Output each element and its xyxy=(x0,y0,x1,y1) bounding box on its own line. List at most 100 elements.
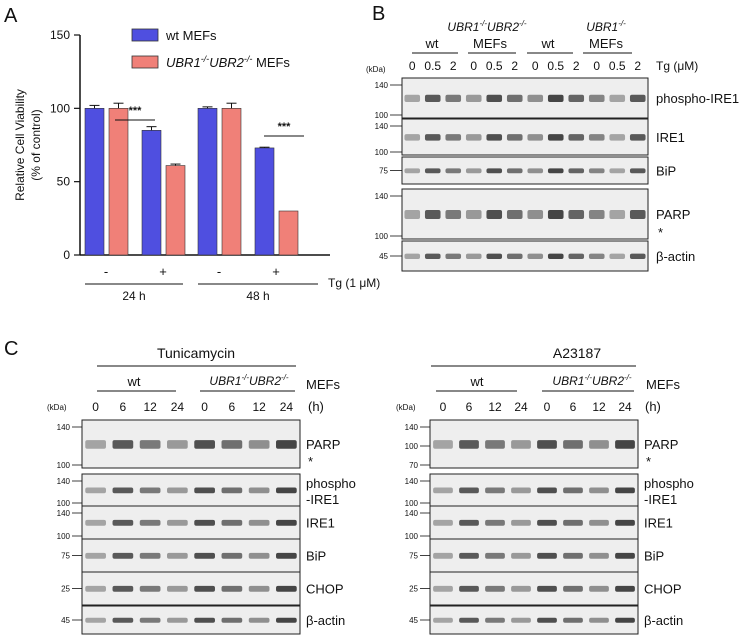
c1-group-ko: UBR1-/-UBR2-/- xyxy=(209,373,288,388)
b-dose-label-lane: 2 xyxy=(511,59,518,73)
c2-hour-unit: (h) xyxy=(645,399,661,414)
bar xyxy=(84,108,105,256)
b-3-band xyxy=(568,210,585,219)
c1-2-band xyxy=(221,519,243,526)
legend-swatch-ubr xyxy=(131,55,159,69)
c2-4-band xyxy=(485,585,505,592)
c1-4-band xyxy=(85,585,106,592)
b-1-band xyxy=(506,134,523,141)
b-1-band xyxy=(629,134,646,141)
y-tick-label: 50 xyxy=(57,175,71,189)
c1-1-band xyxy=(167,487,188,494)
c2-0-blot: 140 100 70 PARP * xyxy=(405,419,678,470)
c1-3-band xyxy=(248,552,270,559)
c2-0-band xyxy=(485,440,505,449)
c1-3-band xyxy=(276,552,297,559)
panel-a: A Relative Cell Viability (% of control)… xyxy=(4,5,380,303)
b-2-mw-marker: 75 xyxy=(379,167,388,176)
c2-5-band xyxy=(563,617,583,623)
c2-2-band xyxy=(563,519,583,526)
c1-1-blot: 140 100 phospho-IRE1 xyxy=(57,473,356,508)
c2-4-protein-label: CHOP xyxy=(644,582,682,597)
b-2-band xyxy=(424,168,441,174)
c2-0-mw-marker: 100 xyxy=(405,442,419,451)
b-0-band xyxy=(404,94,421,102)
b-group-wt-2: wt xyxy=(541,36,555,51)
b-4-blot: 45 β-actin xyxy=(379,240,695,272)
c2-5-band xyxy=(615,617,635,623)
c2-0-band xyxy=(563,440,583,449)
c1-hour-unit: (h) xyxy=(308,399,324,414)
y-tick-label: 150 xyxy=(50,28,70,42)
b-1-band xyxy=(527,134,544,141)
c1-5-band xyxy=(85,617,106,623)
b-3-band xyxy=(424,210,441,219)
bar xyxy=(197,108,218,256)
c2-2-mw-marker: 100 xyxy=(405,532,419,541)
c2-2-band xyxy=(485,519,505,526)
c1-5-band xyxy=(167,617,188,623)
b-3-band xyxy=(486,210,503,219)
b-0-protein-label: phospho-IRE1 xyxy=(656,91,739,106)
c1-0-mw-marker: 100 xyxy=(57,461,71,470)
panel-c-letter: C xyxy=(4,338,18,360)
c2-4-blot: 25 CHOP xyxy=(409,571,682,606)
panel-b-letter: B xyxy=(372,3,385,25)
b-1-protein-label: IRE1 xyxy=(656,130,685,145)
c2-0-band xyxy=(615,440,635,449)
c1-time-label: 0 xyxy=(201,400,208,414)
c1-5-mw-marker: 45 xyxy=(61,616,70,625)
c1-5-band xyxy=(276,617,297,623)
c2-2-mw-marker: 140 xyxy=(405,509,419,518)
c1-2-band xyxy=(248,519,270,526)
bar xyxy=(278,210,299,256)
b-2-band xyxy=(506,168,523,174)
c2-4-band xyxy=(537,585,557,592)
b-0-mw-marker: 140 xyxy=(375,81,389,90)
c2-5-band xyxy=(537,617,557,623)
y-tick-label: 100 xyxy=(50,101,70,115)
c2-time-label: 12 xyxy=(488,400,502,414)
b-3-mw-marker: 140 xyxy=(375,192,389,201)
b-4-protein-label: β-actin xyxy=(656,249,695,264)
b-0-band xyxy=(547,94,564,102)
b-3-band xyxy=(547,210,564,219)
c2-2-band xyxy=(615,519,635,526)
significance-24h: *** xyxy=(129,105,143,117)
panel-b: B wt UBR1-/-UBR2-/- MEFs wt UBR1-/- MEFs… xyxy=(366,3,739,272)
b-dose-label-lane: 0.5 xyxy=(609,59,626,73)
b-0-membrane xyxy=(401,77,649,119)
c2-1-band xyxy=(537,487,557,494)
c1-4-membrane xyxy=(81,571,301,606)
c2-time-label: 0 xyxy=(440,400,447,414)
c2-2-band xyxy=(459,519,479,526)
y-axis-label-line1: Relative Cell Viability xyxy=(13,89,27,201)
c1-1-protein-label: -IRE1 xyxy=(306,492,339,507)
c2-2-protein-label: IRE1 xyxy=(644,516,673,531)
significance-48h: *** xyxy=(278,121,292,133)
b-dose-label-lane: 0 xyxy=(593,59,600,73)
c1-1-band xyxy=(276,487,297,494)
b-3-cleaved-star: * xyxy=(658,225,663,240)
c1-time-label: 12 xyxy=(143,400,157,414)
b-0-band xyxy=(465,94,482,102)
legend-swatch-wt xyxy=(131,28,159,42)
b-1-membrane xyxy=(401,118,649,156)
c2-0-mw-marker: 70 xyxy=(409,461,418,470)
c2-0-band xyxy=(589,440,609,449)
b-4-band xyxy=(404,253,421,259)
treatment-label: Tg (1 μM) xyxy=(328,276,380,290)
c1-0-band xyxy=(221,440,243,449)
c2-3-band xyxy=(615,552,635,559)
c2-0-band xyxy=(511,440,531,449)
b-4-membrane xyxy=(401,240,649,272)
b-dose-label-lane: 0.5 xyxy=(547,59,564,73)
c1-1-mw-marker: 140 xyxy=(57,477,71,486)
c2-0-mw-marker: 140 xyxy=(405,423,419,432)
c1-4-band xyxy=(276,585,297,592)
c1-time-label: 24 xyxy=(280,400,294,414)
b-2-band xyxy=(445,168,462,174)
c1-kda-label: (kDa) xyxy=(47,403,67,412)
b-2-blot: 75 BiP xyxy=(379,156,676,185)
x-category-label: + xyxy=(159,264,167,279)
